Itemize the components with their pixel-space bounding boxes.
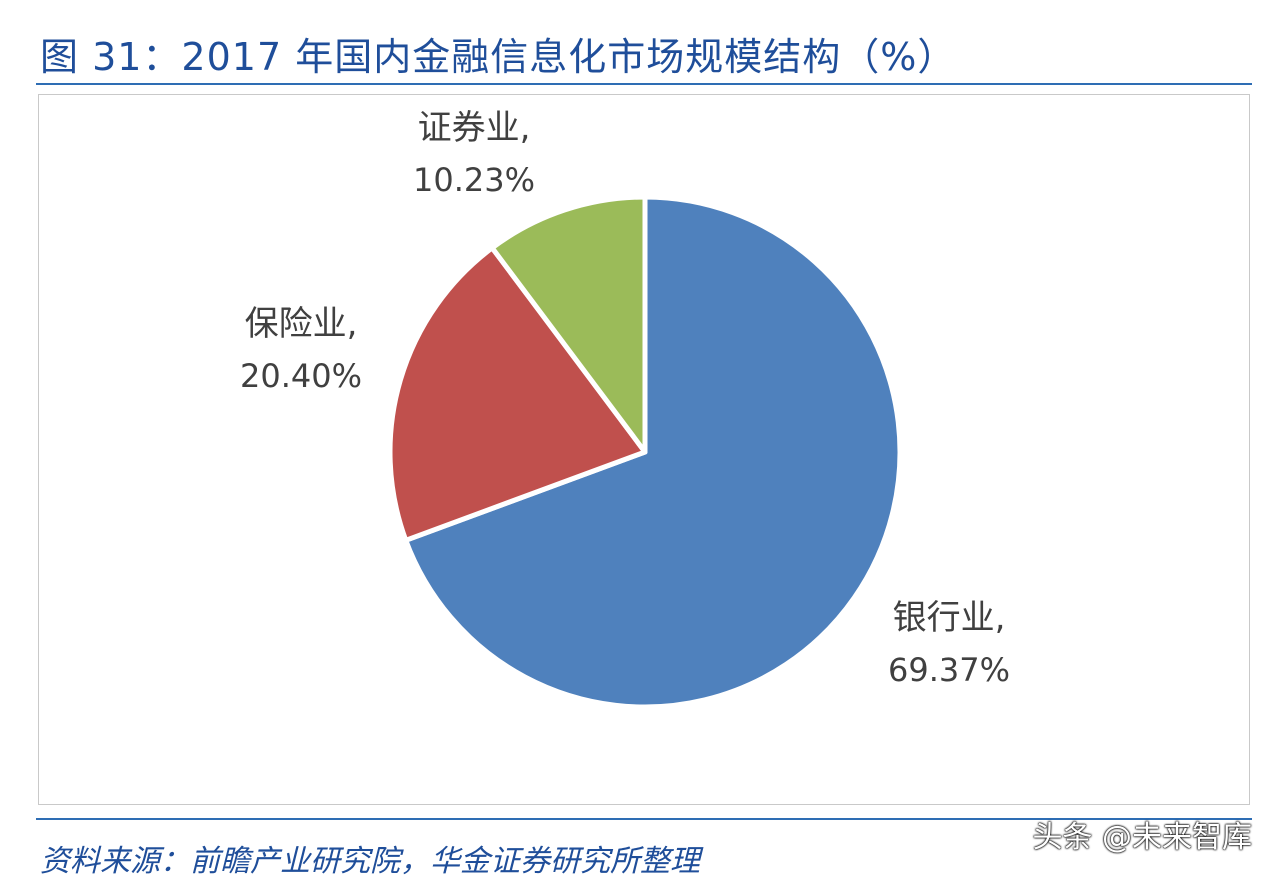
pie-slice-1 xyxy=(387,245,648,543)
chart-frame: 银行业, 69.37% 保险业, 20.40% 证券业, 10.23% xyxy=(38,94,1250,805)
slice-percent-1: 20.40% xyxy=(240,357,362,395)
slice-label-1: 保险业, xyxy=(245,304,358,344)
slice-percent-0: 69.37% xyxy=(888,651,1010,689)
source-note: 资料来源：前瞻产业研究院，华金证券研究所整理 xyxy=(40,844,700,879)
figure-title: 图 31：2017 年国内金融信息化市场规模结构（%） xyxy=(40,35,957,79)
slice-percent-2: 10.23% xyxy=(413,161,535,199)
pie-chart: 银行业, 69.37% 保险业, 20.40% 证券业, 10.23% xyxy=(240,108,1010,710)
slice-label-0: 银行业, xyxy=(893,598,1006,638)
watermark: 头条 @未来智库 xyxy=(1032,820,1252,855)
source-divider xyxy=(36,818,1252,820)
pie-slice-2 xyxy=(489,194,648,455)
title-divider xyxy=(36,83,1252,85)
pie-slice-0 xyxy=(403,194,903,710)
slice-label-2: 证券业, xyxy=(418,108,531,148)
